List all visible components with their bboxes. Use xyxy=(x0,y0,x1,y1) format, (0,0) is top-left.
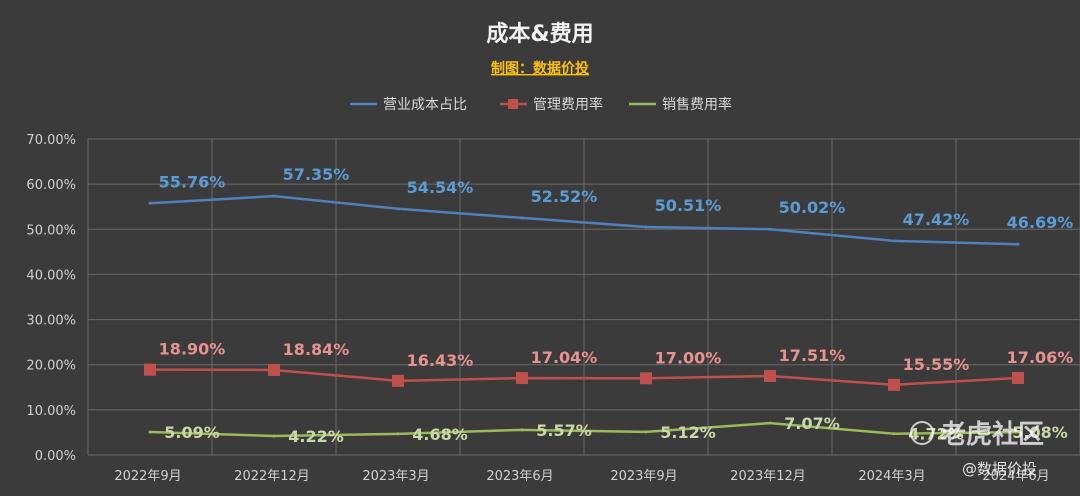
y-tick-label: 40.00% xyxy=(26,268,76,283)
data-label-1: 16.43% xyxy=(407,351,474,370)
data-label-2: 4.68% xyxy=(412,425,468,444)
legend: 营业成本占比 管理费用率 销售费用率 xyxy=(350,96,732,113)
data-label-1: 17.51% xyxy=(779,346,846,365)
data-point-1 xyxy=(516,372,528,385)
watermark-logo-icon xyxy=(910,421,934,445)
x-tick-label: 2022年12月 xyxy=(234,469,310,484)
x-tick-label: 2023年6月 xyxy=(486,469,553,484)
x-axis: 2022年9月 2022年12月 2023年3月 2023年6月 2023年9月 2023… xyxy=(114,469,1049,484)
data-point-0 xyxy=(520,216,524,220)
data-label-1: 17.00% xyxy=(655,348,722,367)
data-label-2: 7.07% xyxy=(784,414,840,433)
data-point-0 xyxy=(272,194,276,198)
data-point-1 xyxy=(392,374,404,387)
y-tick-label: 0.00% xyxy=(35,449,76,464)
data-label-0: 54.54% xyxy=(407,178,474,197)
data-labels: 55.76% 57.35% 54.54% 52.52% 50.51% 50.02% 47.4… xyxy=(159,165,1074,446)
y-axis: 0.00% 10.00% 20.00% 30.00% 40.00% 50.00% 60.00… xyxy=(26,133,76,464)
data-point-0 xyxy=(768,227,772,231)
data-point-1 xyxy=(144,363,156,376)
data-point-1 xyxy=(640,372,652,385)
y-tick-label: 60.00% xyxy=(26,178,76,193)
data-point-1 xyxy=(888,378,900,391)
data-label-2: 5.57% xyxy=(536,421,592,440)
data-label-2: 4.22% xyxy=(288,427,344,446)
data-point-0 xyxy=(892,239,896,243)
watermark-brand: 老虎社区 xyxy=(940,419,1044,450)
data-point-0 xyxy=(148,201,152,205)
watermark-account: @数据价投 xyxy=(962,460,1037,478)
chart-subtitle: 制图：数据价投 xyxy=(491,60,589,77)
data-label-0: 50.02% xyxy=(779,198,846,217)
y-tick-label: 10.00% xyxy=(26,404,76,419)
y-tick-label: 20.00% xyxy=(26,359,76,374)
x-tick-label: 2022年9月 xyxy=(114,469,181,484)
y-tick-label: 70.00% xyxy=(26,133,76,148)
data-label-2: 4.72% xyxy=(908,425,964,444)
watermark: 老虎社区 @数据价投 xyxy=(910,419,1044,478)
data-point-1 xyxy=(764,369,776,382)
data-label-1: 18.84% xyxy=(283,340,350,359)
data-label-1: 18.90% xyxy=(159,340,226,359)
data-label-0: 55.76% xyxy=(159,172,226,191)
data-label-2: 5.09% xyxy=(164,423,220,442)
data-point-0 xyxy=(396,207,400,211)
data-point-2 xyxy=(272,434,276,438)
x-tick-label: 2023年12月 xyxy=(730,469,806,484)
x-tick-label: 2024年3月 xyxy=(858,469,925,484)
data-point-0 xyxy=(644,225,648,229)
data-point-1 xyxy=(1012,371,1024,384)
legend-marker-1 xyxy=(508,99,518,109)
data-label-1: 17.04% xyxy=(531,348,598,367)
series-line-1 xyxy=(149,368,1019,387)
data-point-2 xyxy=(644,430,648,434)
data-point-2 xyxy=(1016,430,1020,434)
data-label-0: 46.69% xyxy=(1007,213,1074,232)
data-point-2 xyxy=(768,421,772,425)
x-tick-label: 2023年9月 xyxy=(610,469,677,484)
data-label-1: 15.55% xyxy=(903,355,970,374)
y-tick-label: 30.00% xyxy=(26,314,76,329)
legend-entry: 管理费用率 xyxy=(533,96,603,113)
x-tick-label: 2024年6月 xyxy=(982,469,1049,484)
legend-entry: 营业成本占比 xyxy=(383,97,467,113)
y-tick-label: 50.00% xyxy=(26,223,76,238)
data-point-2 xyxy=(396,432,400,436)
series-group xyxy=(144,194,1024,438)
grid xyxy=(87,138,1080,456)
data-label-0: 57.35% xyxy=(283,165,350,184)
data-label-2: 5.12% xyxy=(660,423,716,442)
legend-entry: 销售费用率 xyxy=(662,96,732,113)
data-label-1: 17.06% xyxy=(1007,348,1074,367)
data-label-0: 47.42% xyxy=(903,210,970,229)
data-label-0: 50.51% xyxy=(655,196,722,215)
chart-title: 成本&费用 xyxy=(486,22,593,47)
series-line-2 xyxy=(149,421,1019,438)
data-point-2 xyxy=(148,430,152,434)
data-point-2 xyxy=(520,428,524,432)
data-point-1 xyxy=(268,363,280,376)
data-point-2 xyxy=(892,432,896,436)
data-label-0: 52.52% xyxy=(531,187,598,206)
series-line-0 xyxy=(149,194,1019,246)
x-tick-label: 2023年3月 xyxy=(362,469,429,484)
data-point-0 xyxy=(1016,242,1020,246)
data-label-2: 5.08% xyxy=(1012,423,1068,442)
